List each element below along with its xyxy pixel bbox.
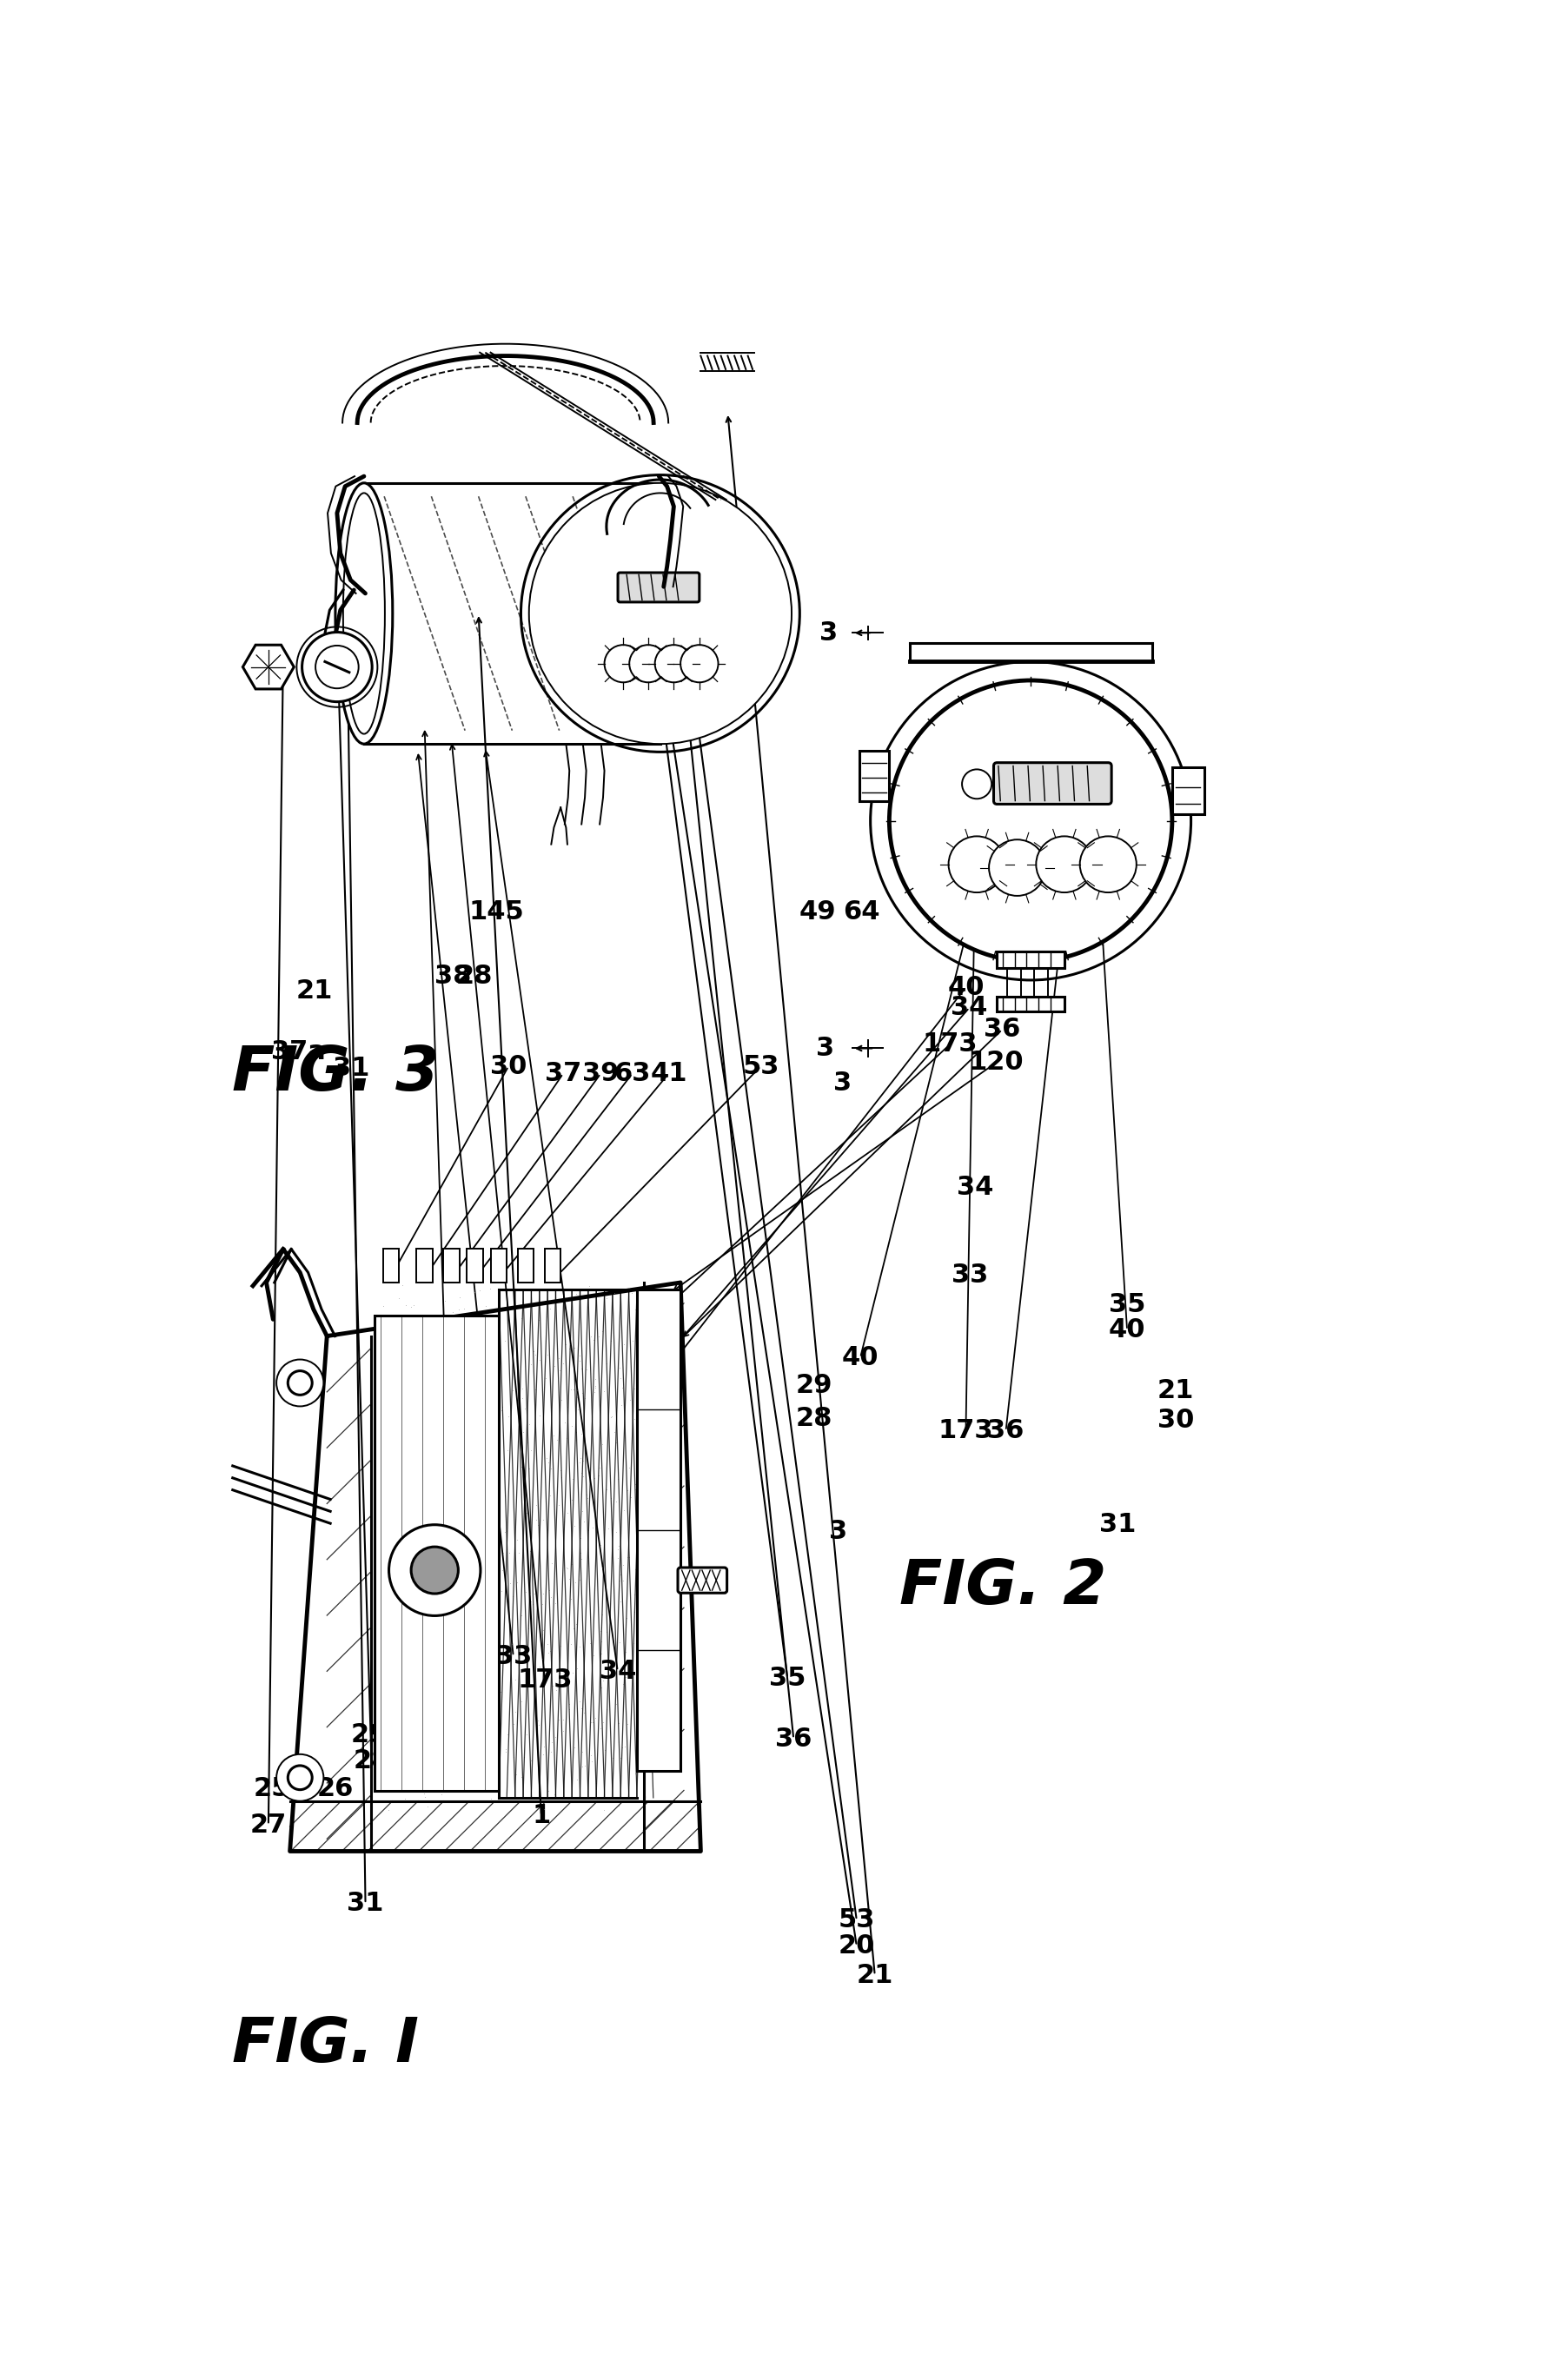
Bar — [997, 997, 1064, 1011]
Text: FIG. I: FIG. I — [232, 2016, 419, 2075]
Text: 41: 41 — [649, 1061, 687, 1085]
Text: 49: 49 — [800, 900, 836, 926]
Text: 21: 21 — [1157, 1378, 1194, 1404]
Text: 63: 63 — [613, 1061, 651, 1085]
Text: 1: 1 — [532, 1804, 551, 1828]
Bar — [859, 750, 889, 800]
Text: 29: 29 — [795, 1373, 833, 1397]
Text: 30: 30 — [490, 1054, 527, 1078]
Text: 37: 37 — [545, 1061, 582, 1085]
Circle shape — [529, 483, 792, 745]
Text: 20: 20 — [839, 1933, 875, 1959]
Circle shape — [948, 835, 1005, 892]
Circle shape — [1036, 835, 1092, 892]
Circle shape — [316, 645, 358, 688]
Text: 120: 120 — [969, 1050, 1024, 1076]
Ellipse shape — [335, 483, 393, 745]
Text: 34: 34 — [599, 1659, 635, 1683]
Circle shape — [604, 645, 642, 683]
Text: 173: 173 — [937, 1418, 994, 1445]
FancyBboxPatch shape — [618, 574, 700, 602]
Circle shape — [989, 840, 1045, 895]
Text: 29: 29 — [351, 1723, 388, 1747]
Text: 39: 39 — [582, 1061, 620, 1085]
Text: 53: 53 — [839, 1909, 875, 1933]
Text: 33: 33 — [952, 1264, 988, 1288]
Bar — [545, 1250, 560, 1283]
Text: 33: 33 — [495, 1645, 532, 1668]
Bar — [518, 1250, 534, 1283]
Bar — [997, 952, 1064, 969]
Circle shape — [962, 769, 992, 800]
Text: 36: 36 — [775, 1726, 812, 1752]
FancyBboxPatch shape — [678, 1568, 728, 1592]
Text: 64: 64 — [844, 900, 880, 926]
Bar — [466, 1250, 484, 1283]
Text: 173: 173 — [922, 1031, 978, 1057]
Text: 34: 34 — [958, 1176, 994, 1200]
Circle shape — [288, 1766, 311, 1790]
Text: 27: 27 — [250, 1814, 286, 1837]
Circle shape — [277, 1754, 324, 1802]
Bar — [490, 1250, 507, 1283]
Text: FIG. 3: FIG. 3 — [232, 1045, 440, 1104]
Circle shape — [654, 645, 693, 683]
Circle shape — [889, 681, 1172, 962]
Text: 21: 21 — [856, 1963, 894, 1987]
Text: 31: 31 — [1099, 1511, 1136, 1537]
Text: 53: 53 — [742, 1054, 779, 1078]
Text: 36: 36 — [988, 1418, 1024, 1445]
Text: 30: 30 — [1157, 1407, 1194, 1433]
Circle shape — [681, 645, 718, 683]
Text: 21: 21 — [296, 978, 333, 1004]
Bar — [443, 1250, 460, 1283]
Bar — [383, 1250, 399, 1283]
Text: 31: 31 — [347, 1892, 383, 1916]
Text: 49a: 49a — [969, 900, 1024, 926]
Text: 40: 40 — [947, 976, 984, 1000]
Circle shape — [390, 1526, 480, 1616]
Text: 28: 28 — [795, 1407, 833, 1430]
Circle shape — [629, 645, 667, 683]
Circle shape — [288, 1371, 311, 1395]
Text: 31: 31 — [332, 1054, 369, 1081]
Text: 3: 3 — [815, 1035, 834, 1061]
Text: 28: 28 — [354, 1749, 390, 1773]
Text: 25: 25 — [254, 1775, 291, 1802]
Circle shape — [277, 1359, 324, 1407]
Text: 34: 34 — [952, 995, 988, 1021]
Text: 38: 38 — [435, 964, 471, 990]
FancyBboxPatch shape — [994, 762, 1111, 804]
Text: 28: 28 — [455, 964, 493, 990]
Ellipse shape — [343, 493, 385, 733]
Text: 26: 26 — [316, 1775, 354, 1802]
Text: 3: 3 — [833, 1071, 851, 1095]
Circle shape — [1080, 835, 1136, 892]
Bar — [416, 1250, 432, 1283]
Text: 36: 36 — [984, 1016, 1020, 1042]
Text: 35: 35 — [768, 1666, 806, 1690]
Bar — [637, 1290, 681, 1771]
Text: 40: 40 — [842, 1345, 878, 1371]
Circle shape — [870, 662, 1191, 981]
Text: FIG. 2: FIG. 2 — [900, 1557, 1106, 1616]
Text: 30: 30 — [438, 1692, 474, 1718]
Circle shape — [412, 1547, 459, 1595]
Text: 3: 3 — [820, 621, 837, 645]
Text: 145: 145 — [469, 900, 524, 926]
Bar — [1172, 766, 1205, 814]
Text: 35: 35 — [1108, 1292, 1146, 1316]
Text: 40: 40 — [1108, 1319, 1146, 1342]
Text: 22: 22 — [419, 1721, 457, 1747]
Text: 3: 3 — [829, 1518, 848, 1545]
Circle shape — [302, 633, 372, 702]
Text: 37a: 37a — [271, 1040, 326, 1064]
Text: 173: 173 — [518, 1668, 573, 1692]
Bar — [374, 1316, 499, 1792]
